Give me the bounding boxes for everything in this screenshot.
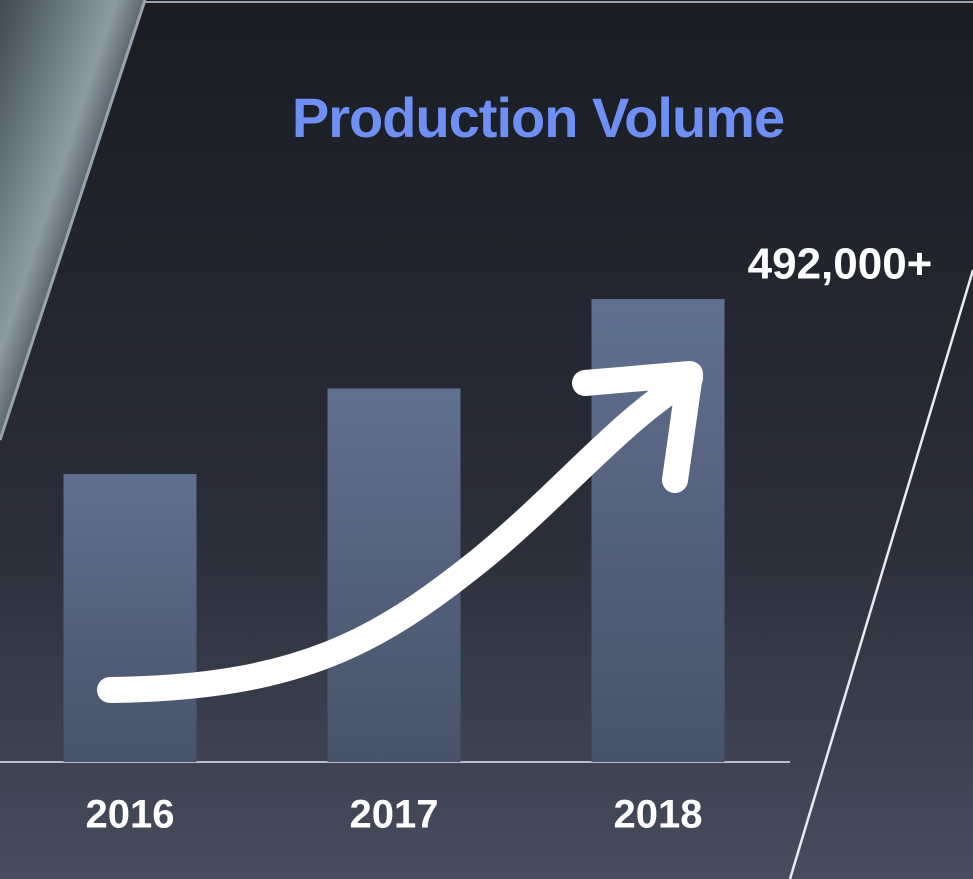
arrow-curve <box>97 365 703 703</box>
panel-border <box>0 0 147 441</box>
trend-arrow <box>97 361 703 703</box>
panel-border <box>788 269 973 879</box>
value-label: 492,000+ <box>748 240 933 289</box>
arrow-head <box>572 361 703 493</box>
chart-title: Production Volume <box>292 86 784 149</box>
x-tick-label: 2018 <box>614 793 703 837</box>
x-tick-label: 2016 <box>86 793 175 837</box>
x-tick-label: 2017 <box>350 793 439 837</box>
bar <box>327 388 461 762</box>
bar <box>63 474 197 762</box>
